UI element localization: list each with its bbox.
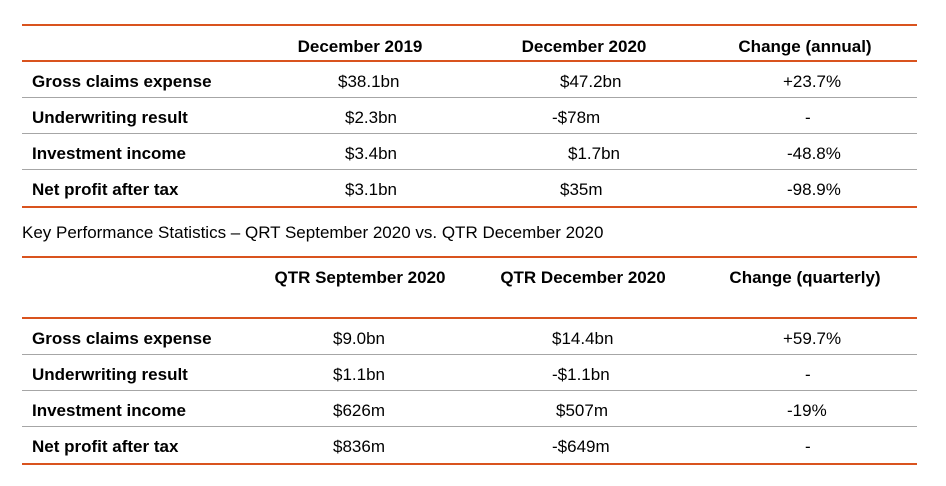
table-header-row: December 2019 December 2020 Change (annu… [22,26,917,62]
table-cell: $3.4bn [345,144,397,163]
table-cell: $47.2bn [560,72,622,91]
row-label: Net profit after tax [32,437,179,456]
table-cell: -98.9% [787,180,841,199]
table-cell: $2.3bn [345,108,397,127]
table-cell: $1.7bn [568,144,620,163]
table-cell: -$78m [552,108,601,127]
table-row: Investment income $626m $507m -19% [22,391,917,427]
table-cell: $507m [556,401,608,420]
table-cell: +59.7% [783,329,842,348]
table-row: Net profit after tax $836m -$649m - [22,427,917,463]
column-header-change-quarterly: Change (quarterly) [729,268,881,287]
column-header-change-annual: Change (annual) [738,37,872,56]
quarterly-performance-table: QTR September 2020 QTR December 2020 Cha… [22,256,917,465]
column-header-december-2019: December 2019 [297,37,423,56]
table-cell: -19% [787,401,827,420]
table-cell: $9.0bn [333,329,385,348]
column-header-december-2020: December 2020 [521,37,647,56]
table-header-row: QTR September 2020 QTR December 2020 Cha… [22,258,917,319]
row-label: Investment income [32,144,186,163]
table-cell: - [805,365,811,384]
table-row: Gross claims expense $9.0bn $14.4bn +59.… [22,319,917,355]
table-cell: $1.1bn [333,365,385,384]
table-row: Gross claims expense $38.1bn $47.2bn +23… [22,62,917,98]
table-cell: - [805,108,811,127]
column-header-qtr-september-2020: QTR September 2020 [274,268,446,287]
row-label: Gross claims expense [32,72,212,91]
row-label: Gross claims expense [32,329,212,348]
table-row: Underwriting result $2.3bn -$78m - [22,98,917,134]
row-label: Underwriting result [32,108,188,127]
table-cell: $14.4bn [552,329,614,348]
table-cell: $35m [560,180,603,199]
table-row: Investment income $3.4bn $1.7bn -48.8% [22,134,917,170]
table-cell: $836m [333,437,385,456]
row-label: Net profit after tax [32,180,179,199]
table-caption: Key Performance Statistics – QRT Septemb… [22,223,604,242]
table-cell: - [805,437,811,456]
column-header-qtr-december-2020: QTR December 2020 [500,268,666,287]
table-cell: -$649m [552,437,610,456]
table-row: Underwriting result $1.1bn -$1.1bn - [22,355,917,391]
table-cell: -48.8% [787,144,841,163]
row-label: Investment income [32,401,186,420]
table-cell: $626m [333,401,385,420]
annual-performance-table: December 2019 December 2020 Change (annu… [22,24,917,208]
table-cell: $3.1bn [345,180,397,199]
table-cell: $38.1bn [338,72,400,91]
table-cell: -$1.1bn [552,365,610,384]
row-label: Underwriting result [32,365,188,384]
table-cell: +23.7% [783,72,842,91]
table-row: Net profit after tax $3.1bn $35m -98.9% [22,170,917,206]
